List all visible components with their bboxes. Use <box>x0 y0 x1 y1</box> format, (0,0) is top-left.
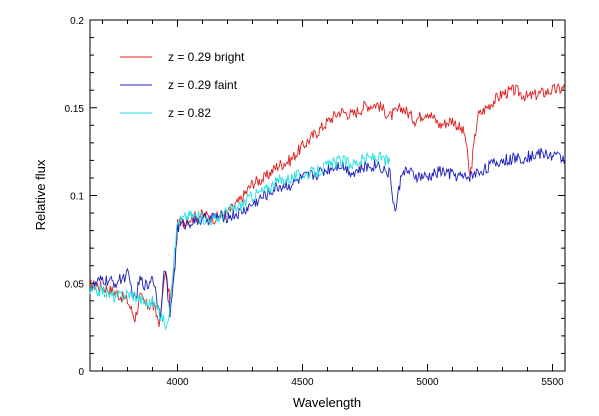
y-tick-label: 0.1 <box>70 192 84 203</box>
plot-area <box>89 19 566 372</box>
x-axis-label: Wavelength <box>293 395 361 410</box>
y-tick-label: 0.05 <box>65 279 85 290</box>
series-line-1 <box>89 82 566 327</box>
x-tick-label: 4000 <box>166 377 189 388</box>
legend-label: z = 0.29 bright <box>168 50 245 64</box>
x-tick-label: 5500 <box>541 377 564 388</box>
x-tick-label: 5000 <box>416 377 439 388</box>
legend: z = 0.29 bright z = 0.29 faint z = 0.82 <box>120 50 245 120</box>
legend-label: z = 0.82 <box>168 106 211 120</box>
series-line-2 <box>89 147 566 321</box>
y-tick-label: 0.15 <box>65 104 85 115</box>
series-line-3 <box>89 151 391 331</box>
y-axis-label: Relative flux <box>33 159 48 230</box>
y-tick-label: 0.2 <box>70 16 84 27</box>
y-tick-label: 0 <box>78 367 84 378</box>
legend-label: z = 0.29 faint <box>168 78 238 92</box>
x-tick-label: 4500 <box>291 377 314 388</box>
series-lines <box>89 82 566 331</box>
axis-ticks: 4000 4500 5000 5500 0 0.05 0.1 0.15 0.2 <box>65 16 565 388</box>
